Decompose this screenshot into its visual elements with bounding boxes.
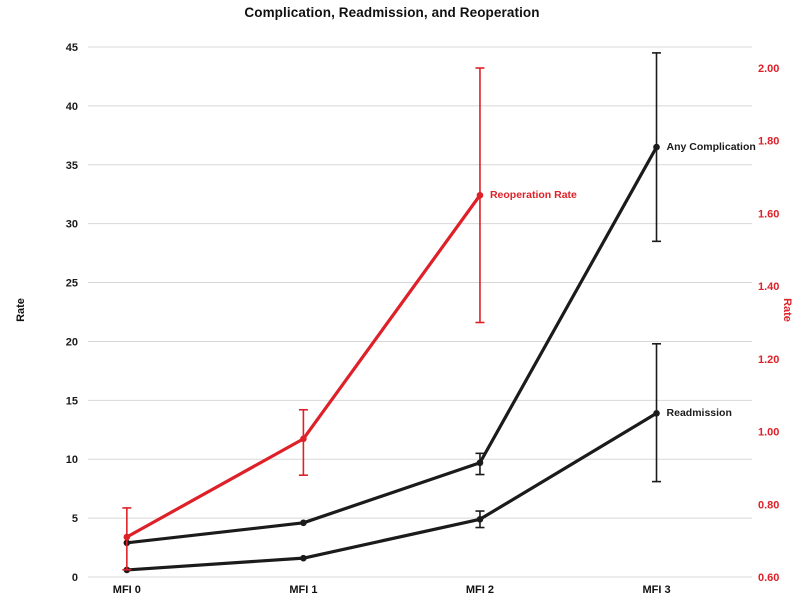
data-point <box>476 459 484 467</box>
right-axis-ticks: 0.60 0.80 1.00 1.20 1.40 1.60 1.80 2.00 <box>758 63 779 584</box>
data-point <box>653 409 660 417</box>
right-tick-label: 0.80 <box>758 499 779 511</box>
right-axis-title: Rate <box>781 298 793 322</box>
series-label-readmission: Readmission <box>666 407 732 420</box>
x-tick-label: MFI 2 <box>466 584 494 596</box>
right-tick-label: 1.20 <box>758 354 779 366</box>
series-line <box>125 145 659 545</box>
x-axis-ticks: MFI 0 MFI 1 MFI 2 MFI 3 <box>113 584 671 596</box>
right-tick-label: 2.00 <box>758 63 779 75</box>
left-tick-label: 5 <box>72 513 78 525</box>
left-tick-label: 30 <box>66 219 78 231</box>
right-tick-label: 1.60 <box>758 208 779 220</box>
series-readmission <box>123 342 662 574</box>
data-point <box>476 191 484 199</box>
x-tick-label: MFI 1 <box>289 584 317 596</box>
data-point <box>300 435 307 443</box>
x-tick-label: MFI 0 <box>113 584 141 596</box>
left-tick-label: 35 <box>66 160 78 172</box>
left-tick-label: 45 <box>66 42 78 54</box>
left-axis-ticks: 0 5 10 15 20 25 30 35 40 45 <box>66 42 78 584</box>
x-tick-label: MFI 3 <box>642 584 670 596</box>
left-tick-label: 25 <box>66 278 78 290</box>
data-point <box>300 519 307 527</box>
series-label-any-complication: Any Complication <box>666 141 756 154</box>
right-tick-label: 1.40 <box>758 281 779 293</box>
series-reoperation-rate <box>122 67 485 571</box>
right-tick-label: 1.00 <box>758 427 779 439</box>
left-tick-label: 10 <box>66 454 78 466</box>
gridlines <box>88 46 752 578</box>
left-axis-title: Rate <box>15 298 27 322</box>
series-line <box>125 411 659 572</box>
data-point <box>476 515 484 523</box>
chart-title: Complication, Readmission, and Reoperati… <box>244 5 540 20</box>
left-tick-label: 15 <box>66 395 78 407</box>
data-point <box>123 533 131 541</box>
left-tick-label: 0 <box>72 572 78 584</box>
series-label-reoperation-rate: Reoperation Rate <box>489 189 577 202</box>
left-tick-label: 40 <box>66 101 78 113</box>
right-tick-label: 1.80 <box>758 136 779 148</box>
data-point <box>653 143 660 151</box>
series-line <box>125 193 482 539</box>
series-any-complication <box>123 52 662 547</box>
right-tick-label: 0.60 <box>758 572 779 584</box>
data-point <box>300 554 307 562</box>
left-tick-label: 20 <box>66 336 78 348</box>
